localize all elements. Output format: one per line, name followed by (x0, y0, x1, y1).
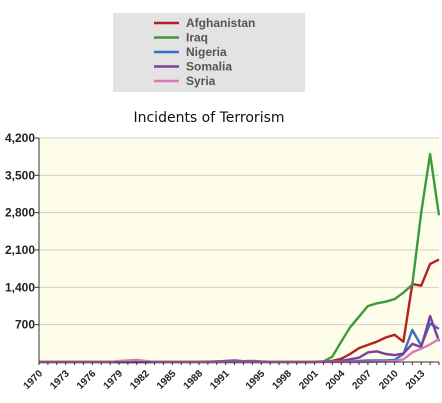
legend-label: Afghanistan (186, 16, 255, 30)
x-tick-label: 2007 (350, 368, 374, 392)
y-tick-label: 2,800 (5, 206, 35, 220)
x-tick-label: 1976 (75, 368, 99, 392)
legend-label: Syria (186, 74, 216, 88)
x-tick-label: 2004 (324, 368, 348, 392)
x-tick-label: 1991 (208, 368, 232, 392)
y-tick-label: 4,200 (5, 131, 35, 145)
y-tick-label: 3,500 (5, 168, 35, 182)
x-tick-label: 1988 (182, 368, 206, 392)
chart-title: Incidents of Terrorism (133, 110, 284, 126)
series-line-somalia (39, 314, 441, 364)
x-tick-label: 1985 (155, 368, 179, 392)
x-tick-label: 1979 (102, 368, 126, 392)
legend-label: Iraq (186, 31, 208, 45)
x-tick-label: 2010 (377, 368, 401, 392)
y-axis-ticks: 4,200 3,500 2,800 2,100 1,400 700 (5, 131, 39, 332)
legend-box (113, 13, 305, 92)
gridlines (39, 137, 439, 326)
y-tick-label: 1,400 (5, 280, 35, 294)
x-axis-ticks: 1970 1973 1976 1979 1982 1985 1988 1991 1995 1998… (22, 362, 440, 392)
x-tick-label: 1998 (270, 368, 294, 392)
x-tick-label: 1982 (128, 368, 152, 392)
y-tick-label: 2,100 (5, 243, 35, 257)
legend-label: Nigeria (186, 45, 227, 59)
x-tick-label: 2001 (297, 368, 321, 392)
x-tick-label: 1970 (22, 368, 46, 392)
x-tick-label: 1995 (244, 368, 268, 392)
legend-label: Somalia (186, 60, 232, 74)
y-tick-label: 700 (15, 318, 35, 332)
x-tick-label: 1973 (48, 368, 72, 392)
x-tick-label: 2013 (404, 368, 428, 392)
